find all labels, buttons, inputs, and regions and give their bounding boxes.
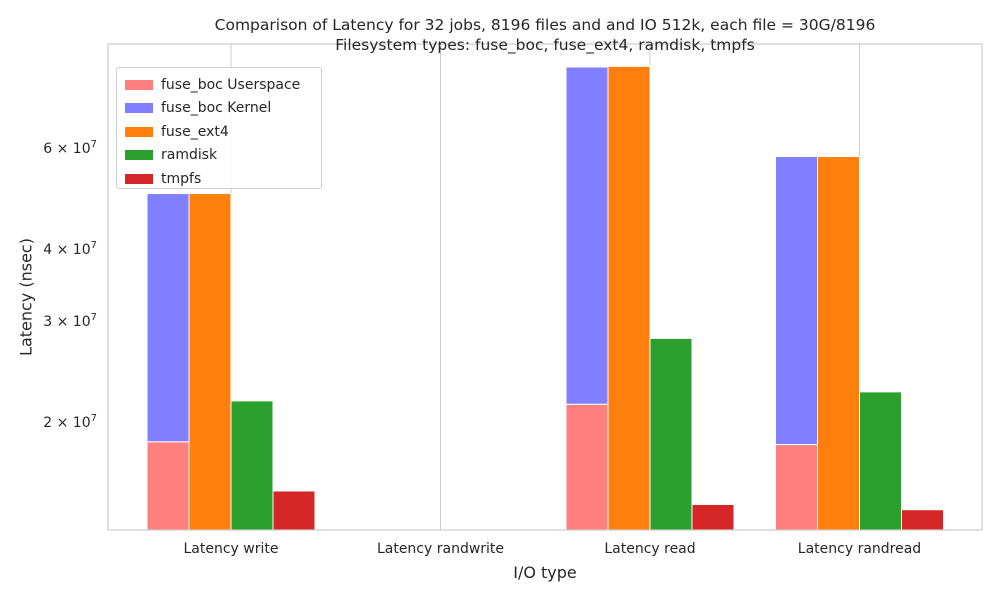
y-axis-label: Latency (nsec): [16, 238, 36, 356]
bar-ramdisk: [230, 400, 274, 531]
legend-item: ramdisk: [125, 144, 313, 168]
y-tick-mantissa: 4: [43, 242, 53, 259]
x-tick-label: Latency randread: [797, 541, 922, 557]
legend-swatch: [125, 126, 153, 137]
legend-item: tmpfs: [125, 167, 313, 191]
y-tick-exponent: 7: [90, 240, 97, 252]
legend-label: ramdisk: [161, 147, 218, 164]
legend-item: fuse_boc Kernel: [125, 97, 313, 121]
bar-fuse-boc-userspace: [775, 444, 818, 531]
bar-fuse-ext4: [188, 193, 232, 531]
bar-tmpfs: [691, 503, 735, 531]
bar-tmpfs: [901, 509, 944, 531]
legend-label: fuse_boc Kernel: [161, 100, 272, 117]
y-tick-mantissa: 3: [43, 313, 53, 330]
bar-fuse-boc-kernel: [146, 193, 190, 443]
legend-label: fuse_ext4: [161, 123, 229, 140]
bar-ramdisk: [859, 391, 902, 531]
legend: fuse_boc Userspace fuse_boc Kernel fuse_ex…: [116, 67, 322, 189]
y-tick-label: 3 × 107: [43, 312, 97, 330]
x-axis-label: I/O type: [513, 563, 577, 582]
bar-fuse-ext4: [607, 65, 651, 531]
plot-frame: [107, 43, 983, 531]
x-tick-label: Latency read: [604, 541, 696, 557]
bars: [146, 65, 944, 531]
chart-subtitle: Filesystem types: fuse_boc, fuse_ext4, r…: [335, 36, 755, 54]
chart-title: Comparison of Latency for 32 jobs, 8196 …: [214, 16, 876, 34]
x-tick-label: Latency randwrite: [376, 541, 505, 557]
legend-swatch: [125, 173, 153, 184]
legend-swatch: [125, 150, 153, 161]
y-tick-label: 4 × 107: [43, 240, 97, 258]
y-tick-label: 2 × 107: [43, 414, 97, 432]
y-tick-mantissa: 2: [43, 415, 53, 432]
bar-tmpfs: [272, 490, 316, 531]
bar-fuse-boc-userspace: [565, 403, 609, 531]
y-tick-times: × 10: [52, 313, 91, 330]
y-tick-exponent: 7: [90, 413, 97, 425]
y-tick-exponent: 7: [90, 139, 97, 151]
bar-fuse-ext4: [817, 155, 860, 531]
bar-fuse-boc-kernel: [775, 155, 818, 446]
x-tick-label: Latency write: [183, 541, 279, 557]
grid-lines: [230, 44, 860, 530]
y-tick-exponent: 7: [90, 312, 97, 324]
y-tick-times: × 10: [52, 415, 91, 432]
bar-fuse-boc-kernel: [565, 66, 609, 405]
bar-ramdisk: [649, 337, 693, 531]
legend-swatch: [125, 79, 153, 90]
legend-swatch: [125, 103, 153, 114]
y-tick-label: 6 × 107: [43, 139, 97, 157]
legend-item: fuse_ext4: [125, 120, 313, 144]
y-tick-times: × 10: [52, 140, 91, 157]
legend-item: fuse_boc Userspace: [125, 73, 313, 97]
bar-fuse-boc-userspace: [146, 441, 190, 531]
legend-label: fuse_boc Userspace: [161, 76, 301, 93]
y-tick-times: × 10: [52, 242, 91, 259]
legend-label: tmpfs: [161, 170, 202, 187]
y-tick-mantissa: 6: [43, 140, 53, 157]
